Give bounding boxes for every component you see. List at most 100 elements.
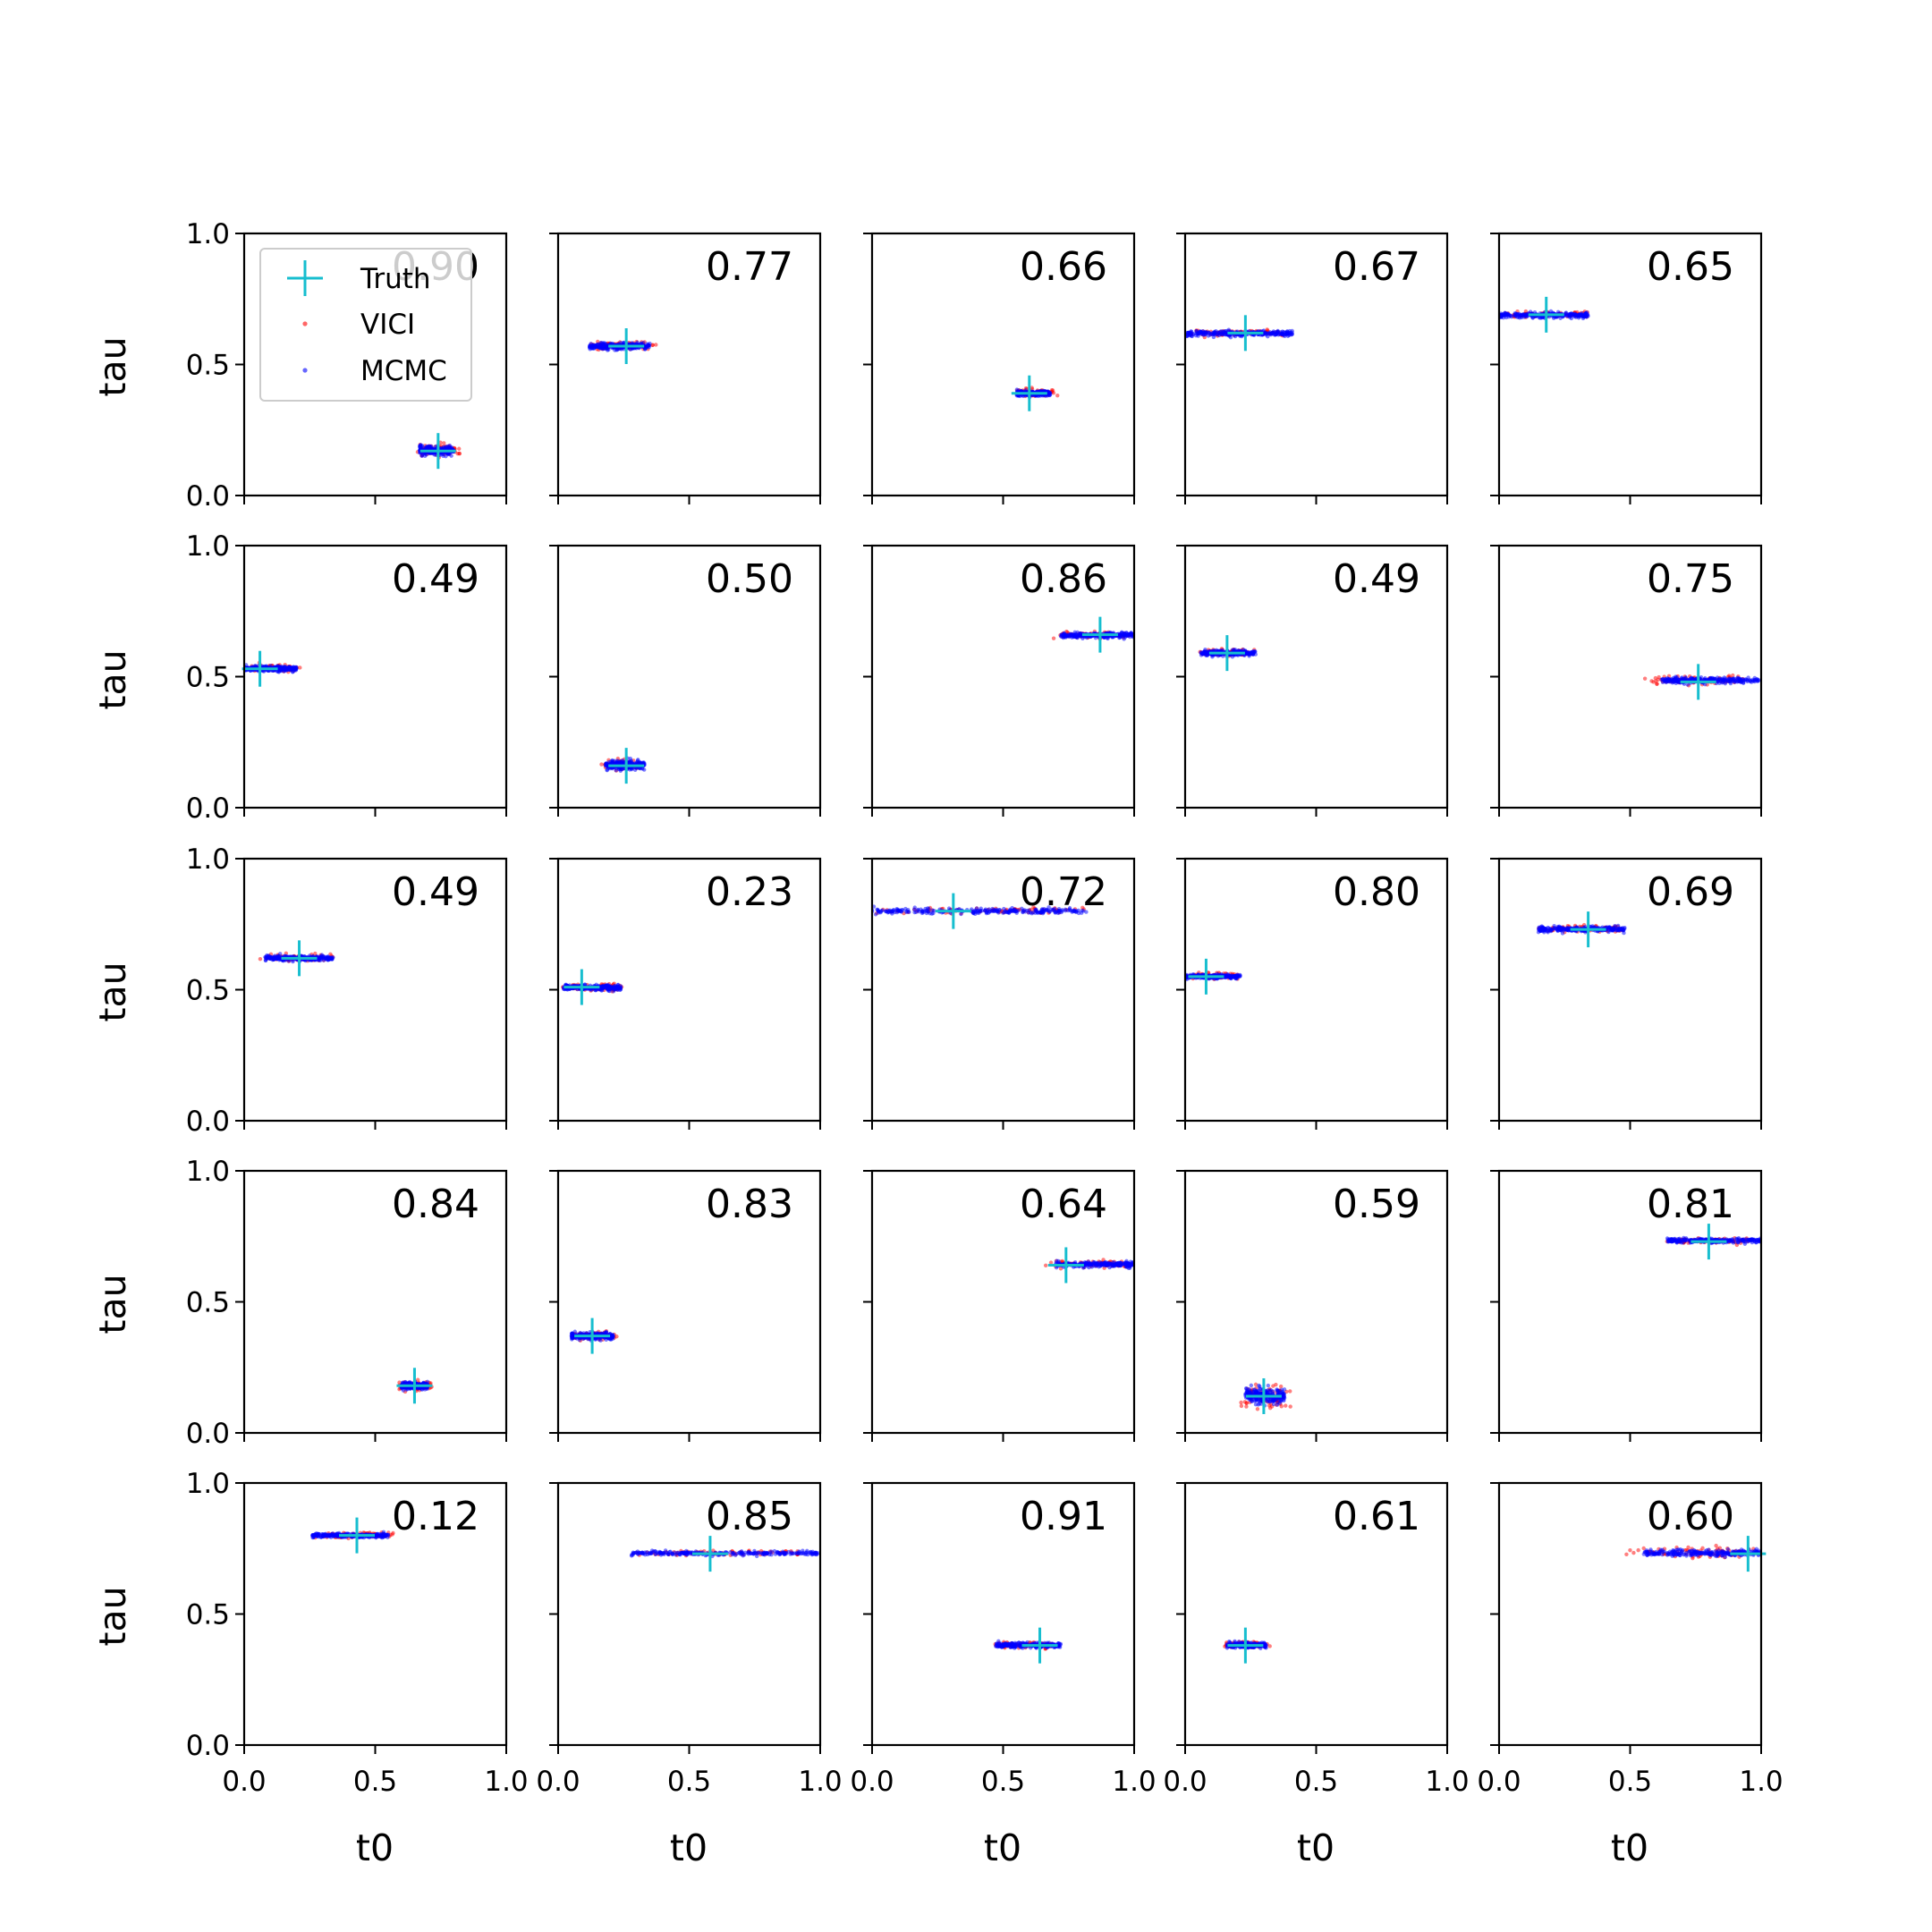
mcmc-sample-point [1033,908,1038,912]
mcmc-sample-point [1564,314,1570,318]
mcmc-sample-point [1016,908,1021,913]
mcmc-sample-point [599,985,605,989]
mcmc-sample-point [1563,310,1569,315]
vici-sample-point [457,446,462,451]
sample-points [1642,673,1761,688]
mcmc-sample-point [1673,676,1678,681]
y-tick-label: 0.0 [186,1106,230,1138]
mcmc-sample-point [1539,315,1544,320]
panel-score-label: 0.65 [1647,244,1734,290]
mcmc-sample-point [278,952,283,956]
mcmc-sample-point [884,909,889,914]
subplot-2: 0.77 [549,232,822,504]
mcmc-sample-point [1102,635,1107,640]
mcmc-sample-point [1663,679,1667,683]
mcmc-sample-point [1264,331,1268,335]
mcmc-sample-point [1703,682,1707,687]
mcmc-sample-point [618,986,623,991]
mcmc-sample-point [1200,328,1205,334]
mcmc-sample-point [1509,315,1514,319]
mcmc-sample-point [975,911,980,915]
mcmc-sample-point [990,906,995,911]
mcmc-sample-point [637,766,641,771]
mcmc-sample-point [985,910,989,914]
mcmc-sample-point [1744,677,1750,682]
mcmc-sample-point [1046,905,1051,910]
y-tick-label: 0.0 [186,480,230,513]
vici-sample-point [1655,682,1659,686]
mcmc-sample-point [1211,335,1216,340]
sample-points [872,904,1089,917]
subplot-14: 0.80 [1176,857,1449,1130]
mcmc-sample-point [291,959,295,964]
mcmc-sample-point [898,909,902,914]
mcmc-sample-point [419,453,424,458]
mcmc-sample-point [1212,332,1217,336]
panel-score-label: 0.49 [392,556,479,602]
mcmc-sample-point [979,906,983,911]
panel-score-label: 0.50 [706,556,793,602]
vici-sample-point [1653,675,1658,681]
mcmc-sample-point [1021,908,1026,913]
mcmc-sample-point [1235,975,1240,979]
mcmc-sample-point [263,958,268,963]
mcmc-sample-point [275,956,280,961]
mcmc-sample-point [1741,678,1746,683]
sample-points [244,660,302,674]
mcmc-sample-point [1722,679,1726,683]
mcmc-sample-point [1124,631,1129,635]
mcmc-sample-point [1517,316,1522,320]
mcmc-sample-point [1084,910,1089,914]
subplot-4: 0.67 [1176,232,1449,504]
mcmc-sample-point [321,953,326,959]
y-tick-label: 0.5 [186,662,230,694]
vici-sample-point [654,343,658,347]
mcmc-sample-point [615,982,621,987]
mcmc-sample-point [1735,676,1740,682]
y-tick-label: 1.0 [186,530,230,563]
mcmc-sample-point [418,444,422,448]
mcmc-sample-point [920,909,925,914]
vici-sample-point [1051,391,1056,395]
mcmc-sample-point [1127,631,1131,637]
mcmc-sample-point [1004,910,1009,915]
mcmc-sample-point [1702,677,1707,682]
vici-sample-point [1080,905,1085,911]
mcmc-sample-point [1195,332,1199,336]
mcmc-sample-point [443,446,448,451]
mcmc-sample-point [1577,314,1581,318]
subplot-13: 0.72 [863,857,1136,1130]
mcmc-sample-point [1208,333,1213,337]
mcmc-sample-point [1203,652,1208,657]
mcmc-sample-point [1714,677,1718,682]
vici-sample-point [258,956,263,962]
mcmc-sample-point [1122,637,1126,641]
mcmc-sample-point [1038,910,1042,915]
mcmc-sample-point [1724,678,1729,683]
subplot-7: 0.50 [549,544,822,817]
panel-score-label: 0.77 [706,244,793,290]
mcmc-sample-point [588,347,592,352]
mcmc-sample-point [912,905,917,910]
mcmc-sample-point [1699,675,1704,680]
panel-score-label: 0.86 [1020,556,1107,602]
mcmc-sample-point [1727,676,1732,681]
mcmc-sample-point [1079,631,1083,636]
panel-score-label: 0.67 [1333,244,1420,290]
mcmc-sample-point [1047,910,1052,914]
mcmc-sample-point [318,954,323,960]
mcmc-sample-point [1110,635,1114,640]
mcmc-sample-point [616,760,621,766]
mcmc-sample-point [1568,314,1572,318]
mcmc-sample-point [1070,910,1074,914]
vici-sample-point [599,762,604,767]
mcmc-sample-point [1271,330,1275,335]
mcmc-sample-point [616,767,622,771]
mcmc-sample-point [1581,314,1586,318]
mcmc-sample-point [1070,632,1074,637]
mcmc-sample-point [613,985,618,990]
mcmc-sample-point [1063,635,1068,640]
subplot-12: 0.23 [549,857,822,1130]
vici-sample-point [457,451,462,456]
